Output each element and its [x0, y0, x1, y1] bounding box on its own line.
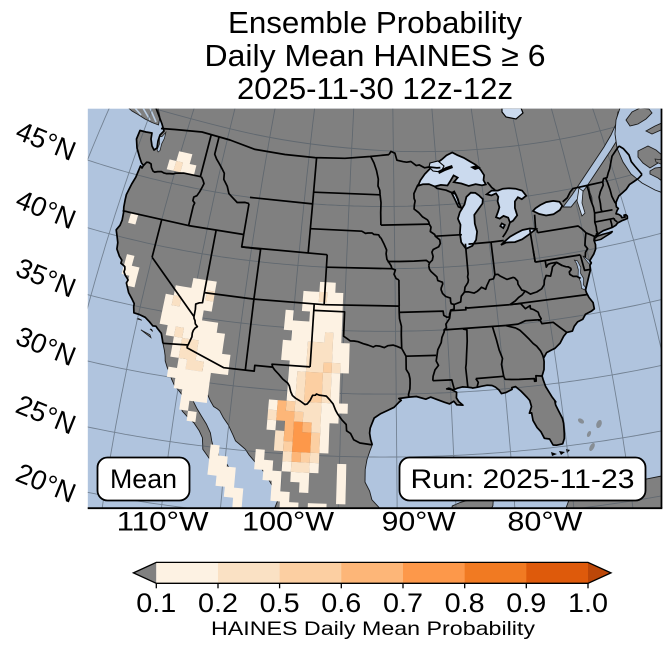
svg-text:100°W: 100°W	[242, 507, 335, 537]
svg-text:0.8: 0.8	[445, 588, 485, 618]
svg-text:Run: 2025-11-23: Run: 2025-11-23	[411, 464, 635, 494]
svg-text:0.7: 0.7	[383, 588, 423, 618]
svg-text:110°W: 110°W	[117, 507, 210, 537]
svg-text:0.9: 0.9	[506, 588, 546, 618]
svg-text:1.0: 1.0	[568, 588, 608, 618]
svg-text:0.2: 0.2	[198, 588, 238, 618]
svg-text:Mean: Mean	[110, 464, 177, 494]
svg-text:0.6: 0.6	[321, 588, 361, 618]
svg-text:Daily Mean HAINES ≥ 6: Daily Mean HAINES ≥ 6	[205, 39, 546, 73]
svg-text:80°W: 80°W	[507, 507, 583, 537]
svg-text:0.1: 0.1	[136, 588, 176, 618]
svg-text:0.5: 0.5	[260, 588, 300, 618]
svg-text:2025-11-30 12z-12z: 2025-11-30 12z-12z	[237, 72, 513, 106]
svg-text:90°W: 90°W	[382, 507, 457, 537]
svg-text:Ensemble Probability: Ensemble Probability	[228, 6, 523, 40]
svg-text:HAINES Daily Mean Probability: HAINES Daily Mean Probability	[211, 618, 535, 640]
